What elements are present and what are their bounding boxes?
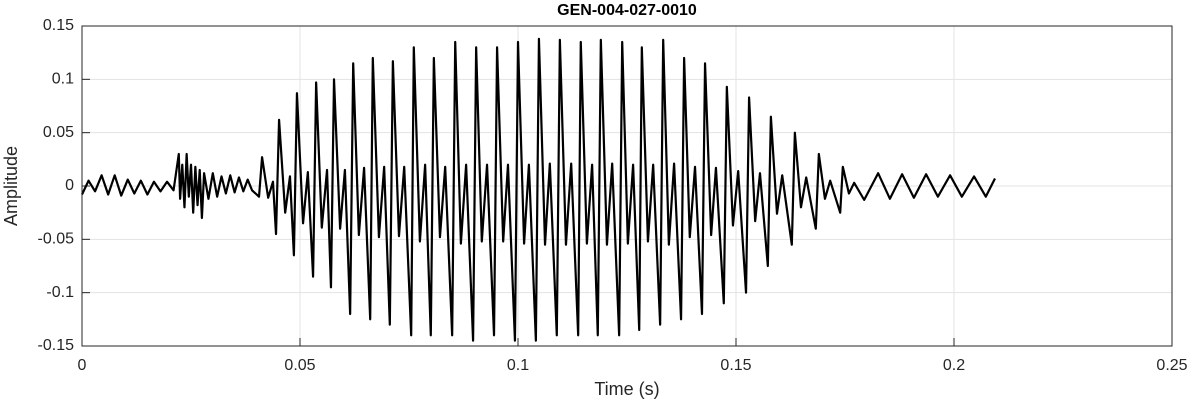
y-axis-label: Amplitude: [1, 146, 21, 226]
y-tick-label: 0.1: [52, 71, 74, 88]
x-tick-label: 0.1: [507, 357, 529, 374]
y-tick-label: -0.05: [38, 231, 75, 248]
chart-title: GEN-004-027-0010: [557, 2, 697, 19]
waveform: [81, 37, 996, 342]
x-tick-label: 0: [78, 357, 87, 374]
x-axis-label: Time (s): [594, 379, 659, 399]
y-tick-label: 0.05: [43, 124, 74, 141]
x-tick-label: 0.05: [284, 357, 315, 374]
y-tick-label: 0.15: [43, 17, 74, 34]
x-tick-label: 0.25: [1156, 357, 1187, 374]
y-tick-label: -0.15: [38, 337, 75, 354]
plot-frame: [81, 25, 1173, 347]
x-tick-label: 0.15: [720, 357, 751, 374]
y-tick-label: -0.1: [46, 284, 74, 301]
y-tick-label: 0: [65, 177, 74, 194]
x-tick-label: 0.2: [943, 357, 965, 374]
